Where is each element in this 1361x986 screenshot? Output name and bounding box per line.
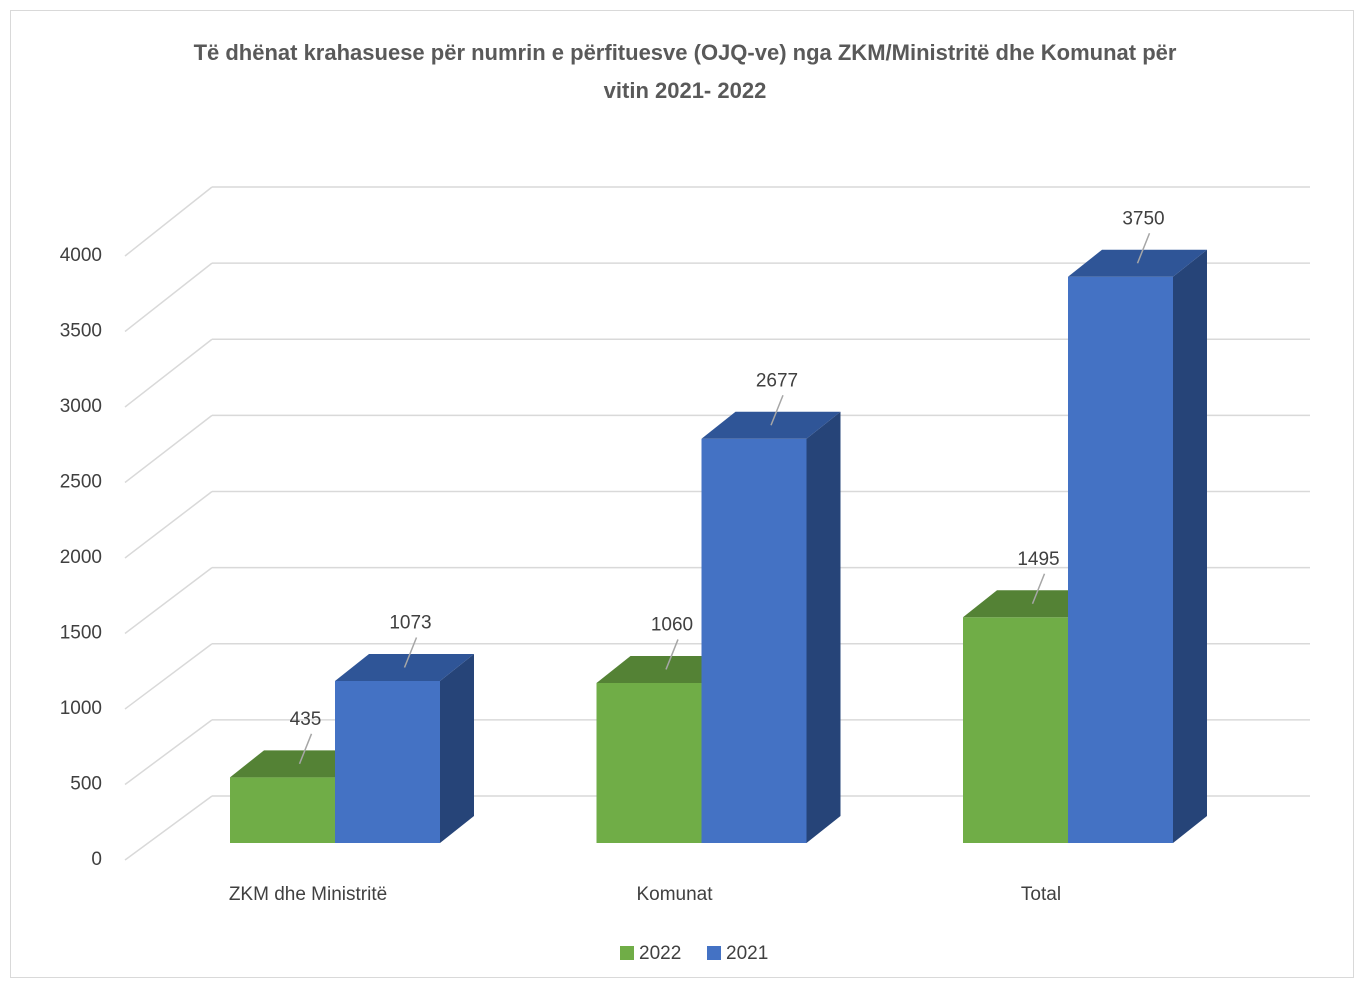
- y-tick-label: 1500: [60, 623, 102, 644]
- y-tick-label: 0: [91, 849, 102, 870]
- leader-line: [298, 733, 313, 765]
- grid-diagonal: [124, 719, 213, 786]
- grid-diagonal: [124, 567, 213, 635]
- legend-swatch: [707, 946, 721, 960]
- bar: [596, 682, 702, 843]
- x-tick-label: ZKM dhe Ministritë: [229, 884, 387, 905]
- y-tick-label: 1000: [60, 698, 102, 719]
- bar: [1068, 276, 1173, 843]
- y-tick-label: 2500: [60, 472, 102, 493]
- chart-frame: [10, 10, 1354, 978]
- data-label: 2677: [756, 370, 798, 391]
- grid-diagonal: [124, 262, 213, 333]
- leader-line: [770, 394, 784, 426]
- data-label: 1060: [651, 614, 693, 635]
- bar: [963, 617, 1068, 843]
- data-label: 435: [290, 709, 322, 730]
- leader-line: [665, 639, 679, 670]
- data-label: 3750: [1122, 208, 1164, 229]
- grid-diagonal: [124, 643, 213, 710]
- leader-line: [403, 637, 418, 668]
- data-label: 1073: [389, 612, 431, 633]
- chart-title: Të dhënat krahasuese për numrin e përfit…: [193, 40, 1177, 103]
- bar-side: [440, 653, 474, 843]
- bar: [701, 438, 807, 843]
- y-tick-label: 500: [70, 774, 102, 795]
- leader-line: [1136, 232, 1151, 264]
- x-tick-label: Komunat: [636, 884, 713, 905]
- grid-diagonal: [124, 414, 213, 484]
- grid-diagonal: [124, 490, 213, 559]
- legend-label: 2022: [639, 943, 681, 964]
- y-tick-label: 3500: [60, 321, 102, 342]
- grid-diagonal: [124, 186, 213, 257]
- legend-label: 2021: [726, 943, 768, 964]
- bar-side: [1173, 249, 1207, 843]
- x-tick-label: Total: [1021, 884, 1061, 905]
- bar-side: [806, 411, 841, 843]
- bar: [335, 680, 440, 843]
- data-label: 1495: [1017, 549, 1059, 570]
- y-tick-label: 4000: [60, 245, 102, 266]
- grid-diagonal: [124, 338, 213, 408]
- y-tick-label: 3000: [60, 396, 102, 417]
- y-tick-label: 2000: [60, 547, 102, 568]
- bar: [230, 777, 335, 843]
- leader-line: [1031, 573, 1046, 605]
- legend-swatch: [620, 946, 634, 960]
- grid-diagonal: [124, 795, 213, 861]
